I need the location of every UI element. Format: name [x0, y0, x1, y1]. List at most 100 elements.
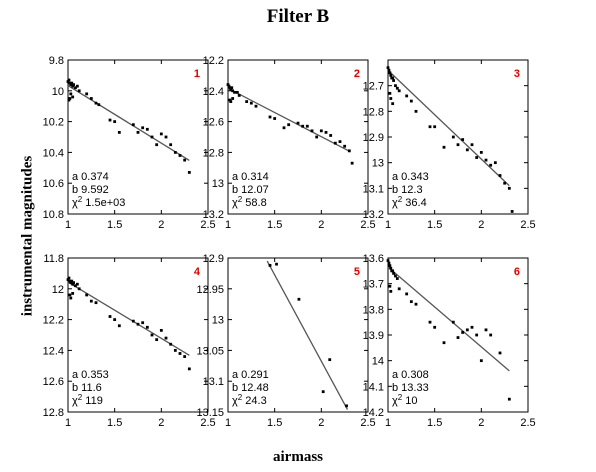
- data-point: [155, 143, 159, 147]
- data-point: [71, 84, 75, 88]
- y-tick-label: 14.1: [363, 381, 384, 393]
- y-tick-label: 12.95: [196, 284, 224, 296]
- fit-annotation: b 11.6: [72, 382, 102, 394]
- x-tick-label: 1.5: [107, 417, 122, 429]
- panel-2: 1 1.5 2 2.5 12.2 12.4 12.6 12.8 13 13.2 2 a 0.314b …: [203, 55, 376, 231]
- data-point: [173, 151, 177, 154]
- x-tick-label: 2: [318, 219, 324, 231]
- x-tick-label: 1: [385, 417, 391, 429]
- data-point: [442, 145, 446, 149]
- y-tick-label: 13.1: [203, 376, 224, 388]
- data-point: [465, 328, 469, 332]
- y-tick-label: 13.05: [196, 345, 224, 357]
- data-point: [164, 135, 168, 139]
- y-tick-label: 12: [52, 284, 64, 296]
- data-point: [328, 358, 332, 362]
- y-tick-label: 10.8: [43, 209, 64, 221]
- y-tick-label: 14.2: [363, 407, 384, 419]
- fit-annotation: a 0.353: [72, 369, 109, 381]
- panel-6: 1 1.5 2 2.5 13.6 13.7 13.8 13.9 14 14.1 14.2 6 a 0.3…: [363, 253, 536, 429]
- data-point: [108, 315, 112, 318]
- y-tick-label: 12.8: [203, 147, 224, 159]
- data-point: [470, 325, 474, 329]
- panel-id: 6: [514, 266, 520, 278]
- data-point: [249, 101, 253, 105]
- data-point: [159, 132, 163, 136]
- data-point: [70, 81, 74, 85]
- data-point: [228, 98, 232, 102]
- data-point: [150, 333, 154, 337]
- panel-4: 1 1.5 2 2.5 11.8 12 12.2 12.4 12.6 12.8 4 a 0.353b …: [43, 253, 216, 429]
- x-tick-label: 1.5: [107, 219, 122, 231]
- fit-annotation: b 12.07: [232, 184, 269, 196]
- data-point: [461, 138, 465, 141]
- data-point: [405, 292, 409, 296]
- data-point: [71, 292, 75, 295]
- x-tick-label: 2: [158, 417, 164, 429]
- x-tick-label: 1: [225, 219, 231, 231]
- data-point: [510, 210, 514, 213]
- data-point: [333, 141, 337, 145]
- data-point: [465, 148, 469, 152]
- data-point: [456, 336, 460, 339]
- data-point: [67, 98, 71, 102]
- panel-frame: [67, 59, 209, 215]
- fit-annotation: χ2 10: [392, 393, 418, 407]
- data-point: [296, 121, 300, 125]
- data-point: [131, 123, 135, 127]
- data-point: [428, 125, 432, 129]
- panel-3: 1 1.5 2 2.5 12.7 12.8 12.9 13 13.1 13.2 3 a 0.343b …: [363, 59, 536, 231]
- x-tick-label: 2.5: [360, 219, 375, 231]
- y-tick-label: 12.4: [43, 345, 64, 357]
- data-point: [145, 127, 149, 131]
- data-point: [389, 289, 393, 293]
- x-tick-label: 2.5: [360, 417, 375, 429]
- data-point: [113, 120, 117, 123]
- data-point: [187, 367, 191, 371]
- data-point: [433, 125, 437, 129]
- y-tick-label: 11.8: [43, 253, 64, 265]
- data-point: [169, 143, 173, 147]
- data-point: [409, 99, 413, 103]
- data-point: [507, 397, 511, 401]
- y-tick-label: 13.7: [363, 279, 384, 291]
- panel-frame: [227, 257, 369, 413]
- fit-line: [387, 266, 510, 372]
- data-point: [433, 325, 437, 329]
- data-point: [493, 161, 497, 165]
- x-tick-label: 2.5: [200, 417, 215, 429]
- panel-id: 4: [194, 266, 201, 278]
- data-point: [395, 277, 399, 280]
- data-point: [287, 123, 291, 127]
- fit-line: [266, 260, 349, 410]
- data-point: [141, 126, 145, 130]
- data-point: [67, 78, 71, 82]
- panel-id: 3: [514, 68, 520, 80]
- data-point: [69, 92, 73, 96]
- y-tick-label: 14: [372, 356, 384, 368]
- y-tick-label: 12.6: [43, 376, 64, 388]
- y-tick-label: 13.9: [363, 330, 384, 342]
- data-point: [254, 104, 258, 108]
- fit-line: [67, 281, 190, 356]
- data-point: [230, 86, 234, 90]
- y-tick-label: 9.8: [49, 55, 64, 67]
- data-point: [484, 328, 488, 332]
- data-point: [297, 297, 301, 301]
- y-tick-label: 12.8: [363, 106, 384, 118]
- data-point: [68, 279, 72, 283]
- data-point: [392, 272, 395, 275]
- data-point: [388, 71, 392, 75]
- panel-frame: [387, 257, 529, 413]
- data-point: [470, 143, 474, 147]
- x-tick-label: 1: [225, 417, 231, 429]
- data-point: [268, 115, 272, 119]
- data-point: [479, 359, 483, 363]
- data-point: [347, 149, 351, 153]
- y-tick-label: 13.2: [203, 209, 224, 221]
- data-point: [178, 154, 182, 157]
- data-point: [343, 144, 347, 148]
- y-tick-label: 12.2: [43, 315, 64, 327]
- data-point: [391, 76, 395, 80]
- fit-annotation: a 0.308: [392, 369, 429, 381]
